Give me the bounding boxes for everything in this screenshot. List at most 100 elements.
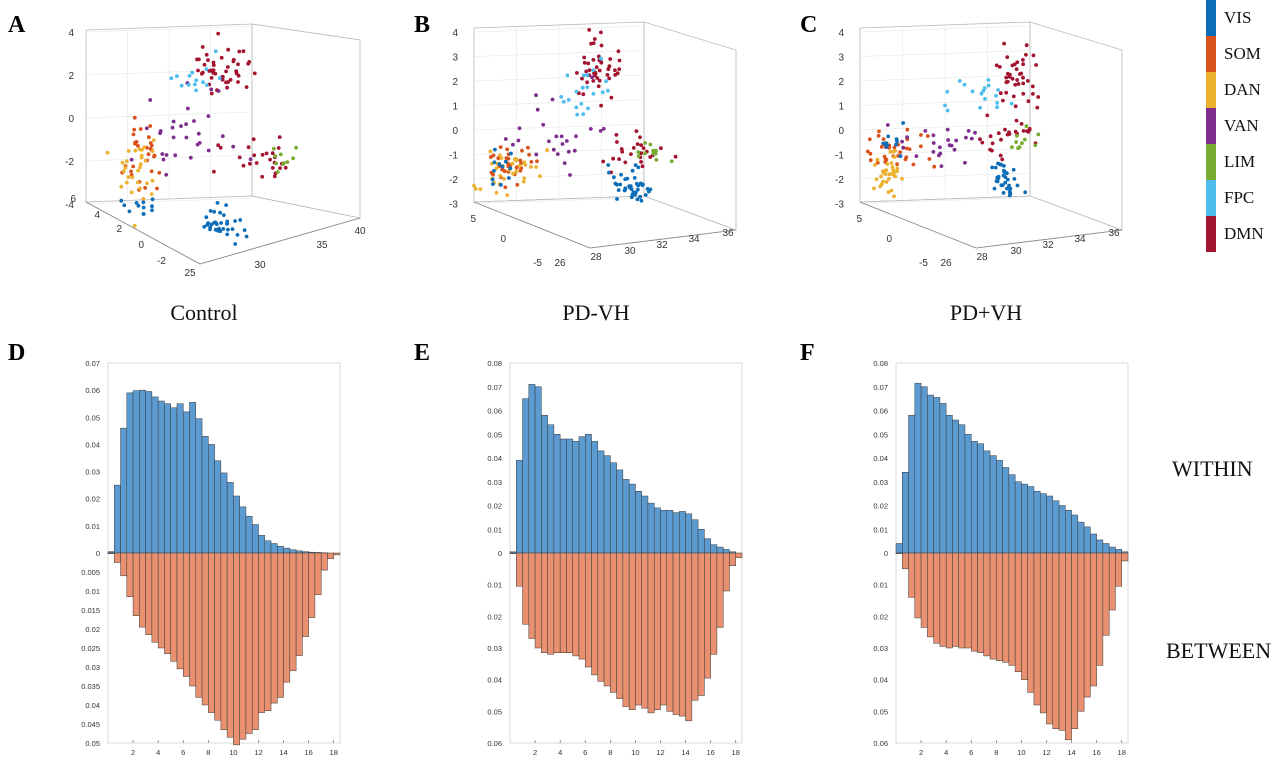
scatter-point <box>138 162 143 167</box>
legend-label: VAN <box>1224 116 1259 135</box>
scatter-point <box>131 132 136 137</box>
between-bar <box>1046 552 1054 725</box>
scatter-point <box>1012 62 1017 67</box>
scatter-point <box>260 174 265 179</box>
scatter-point <box>993 165 998 170</box>
scatter-point <box>224 203 229 208</box>
between-bar <box>927 552 934 638</box>
scatter-point <box>209 76 214 80</box>
scatter-point <box>120 160 125 165</box>
scatter-point <box>521 179 526 184</box>
scatter-point <box>938 151 943 156</box>
between-bar <box>672 552 680 715</box>
y-bottom-tick-label: 0.02 <box>487 612 502 621</box>
scatter-point <box>205 223 210 227</box>
scatter-point <box>585 80 589 85</box>
scatter-point <box>996 174 1001 179</box>
scatter-point <box>995 101 999 105</box>
legend-swatch <box>1206 0 1216 36</box>
scatter-point <box>213 227 218 232</box>
scatter-point <box>150 208 154 213</box>
within-bar <box>1014 481 1022 554</box>
scatter-point <box>895 139 899 144</box>
scatter-point <box>550 97 555 102</box>
scatter-point <box>294 145 298 150</box>
x-tick-label: 6 <box>969 748 973 757</box>
scatter-point <box>1026 129 1031 134</box>
within-bar <box>672 512 680 554</box>
scatter-point <box>575 112 580 117</box>
scatter-point <box>136 168 140 173</box>
z-grid-line <box>85 197 253 205</box>
y-top-tick-label: 0.02 <box>873 502 888 511</box>
within-bar <box>1058 505 1066 554</box>
between-bar <box>603 552 611 687</box>
scatter-point <box>601 126 606 131</box>
legend-item-fpc: FPC <box>1206 180 1280 216</box>
y-top-tick-label: 0.05 <box>85 413 100 422</box>
scatter-point <box>562 161 567 166</box>
scatter-point <box>648 187 653 192</box>
y-top-tick-label: 0.08 <box>487 359 502 368</box>
scatter-point <box>140 148 144 152</box>
between-bar <box>920 552 928 628</box>
scatter-point <box>903 157 908 162</box>
scatter-point <box>517 163 522 168</box>
scatter-point <box>891 149 896 154</box>
scatter-point <box>981 89 986 93</box>
scatter-point <box>892 145 897 150</box>
scatter-point <box>882 154 887 159</box>
legend-swatch <box>1206 36 1216 72</box>
panel-letter-f: F <box>800 340 815 366</box>
scatter-point <box>131 164 136 169</box>
scatter-point <box>132 115 137 120</box>
scatter-point <box>202 224 207 229</box>
z-tick-label: -2 <box>449 175 458 186</box>
scatter-point <box>575 71 579 75</box>
scatter-point <box>169 76 174 81</box>
between-bar <box>895 552 903 554</box>
y-bottom-tick-label: 0.035 <box>81 682 100 691</box>
scatter-point <box>122 203 127 208</box>
scatter-point <box>498 145 503 149</box>
legend-item-dmn: DMN <box>1206 216 1280 252</box>
scatter-point <box>938 145 942 150</box>
scatter-point <box>566 149 571 154</box>
scatter-point <box>651 148 656 153</box>
within-bar <box>704 538 711 554</box>
scatter-point <box>886 190 891 195</box>
scatter-point <box>132 223 137 228</box>
scatter-point <box>560 142 565 146</box>
scatter-point <box>988 134 993 139</box>
scatter-point <box>982 86 987 90</box>
within-bar <box>716 546 724 554</box>
scatter-point <box>640 183 645 188</box>
scatter-point <box>983 97 987 101</box>
scatter-point <box>190 70 195 75</box>
x-tick-label: 34 <box>688 234 700 245</box>
z-tick-label: -1 <box>835 151 844 162</box>
within-bar <box>195 418 203 554</box>
scatter-point <box>1004 90 1009 95</box>
within-bar <box>214 460 222 554</box>
scatter-point <box>994 63 999 68</box>
between-bar <box>157 552 165 649</box>
scatter-point <box>545 148 549 153</box>
between-bar <box>239 552 247 740</box>
between-bar <box>120 552 128 577</box>
scatter-point <box>1023 190 1028 195</box>
scatter-point <box>150 149 155 154</box>
scatter-point <box>907 147 912 151</box>
between-bar <box>697 552 705 696</box>
panel-letter-d: D <box>8 340 26 366</box>
z-tick-label: 0 <box>68 114 74 125</box>
scatter-point <box>246 61 251 66</box>
x-tick-label: 28 <box>590 252 602 263</box>
between-bar <box>220 552 228 730</box>
within-bar <box>578 436 586 554</box>
scatter-point <box>537 174 542 179</box>
within-bar <box>1108 546 1116 554</box>
scatter-point <box>270 151 275 156</box>
scatter-point <box>895 166 900 171</box>
scatter-point <box>586 106 590 111</box>
